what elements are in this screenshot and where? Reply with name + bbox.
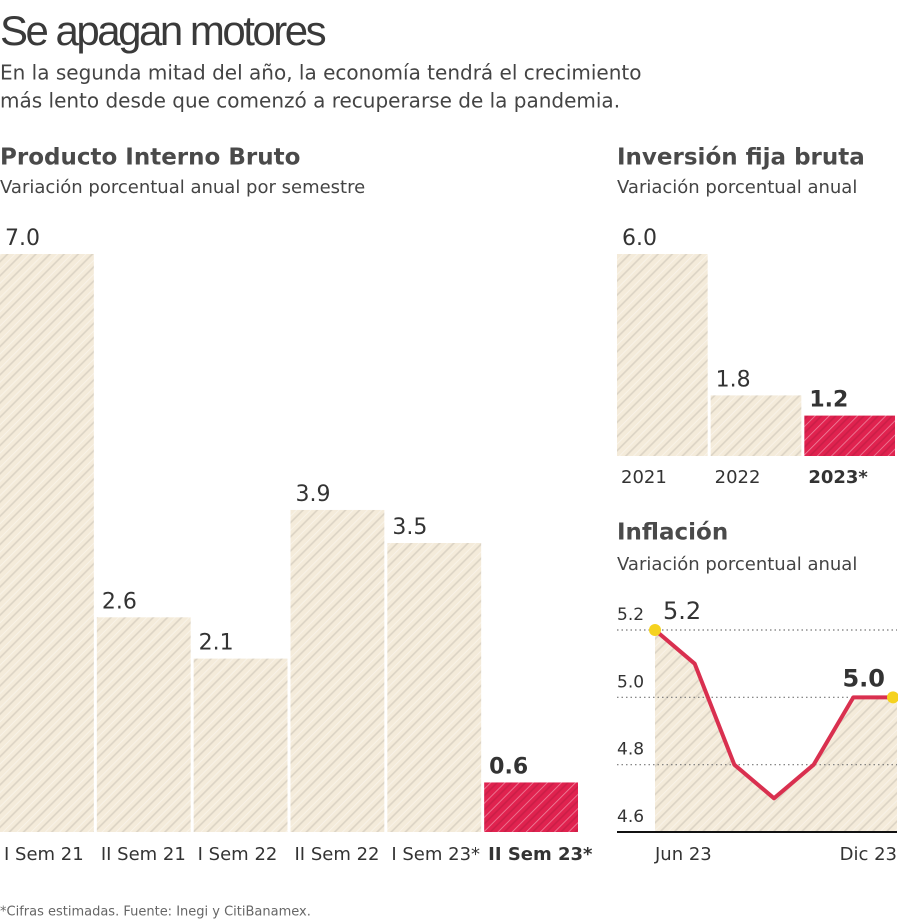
page-subtitle: En la segunda mitad del año, la economía…: [0, 61, 641, 85]
chart-title: Producto Interno Bruto: [0, 145, 300, 171]
bar: [96, 617, 191, 832]
chart-title: Inversión fija bruta: [617, 145, 865, 171]
x-tick-label: I Sem 22: [198, 844, 278, 865]
bar: [804, 415, 895, 456]
footnote: *Cifras estimadas. Fuente: Inegi y CitiB…: [0, 905, 311, 920]
page-title: Se apagan motores: [0, 7, 326, 54]
bar: [290, 509, 385, 832]
value-label: 6.0: [622, 226, 657, 251]
x-tick-label: Jun 23: [654, 844, 712, 865]
chart-title: Inflación: [617, 520, 728, 546]
point-marker: [649, 624, 661, 636]
value-label: 3.9: [296, 482, 331, 507]
y-tick-label: 4.8: [617, 740, 644, 760]
chart-subtitle: Variación porcentual anual: [617, 554, 857, 575]
point-marker: [887, 691, 898, 704]
x-tick-label: 2021: [621, 467, 667, 488]
bar: [193, 658, 288, 832]
x-tick-label: Dic 23: [840, 844, 897, 865]
value-label: 0.6: [489, 754, 528, 779]
chart-subtitle: Variación porcentual anual: [617, 177, 857, 198]
value-label: 3.5: [392, 515, 427, 540]
bar: [710, 395, 802, 456]
y-tick-label: 4.6: [617, 807, 644, 827]
area-fill: [655, 630, 897, 832]
value-label: 1.8: [716, 367, 751, 392]
value-label: 7.0: [5, 226, 40, 251]
line: [653, 628, 893, 801]
chart-subtitle: Variación porcentual anual por semestre: [0, 177, 365, 198]
x-tick-label: 2022: [715, 467, 761, 488]
value-label: 2.6: [102, 589, 137, 614]
x-tick-label: 2023*: [808, 467, 868, 488]
value-label: 5.2: [663, 597, 701, 625]
value-label: 2.1: [199, 631, 234, 656]
y-tick-label: 5.2: [617, 605, 644, 625]
y-tick-label: 5.0: [617, 672, 644, 692]
x-tick-label: II Sem 23*: [488, 844, 593, 865]
bar: [0, 254, 94, 832]
x-tick-label: I Sem 21: [4, 844, 84, 865]
value-label: 1.2: [809, 388, 848, 413]
bar: [484, 782, 578, 832]
x-tick-label: II Sem 22: [295, 844, 380, 865]
bar: [617, 254, 708, 456]
x-tick-label: I Sem 23*: [391, 844, 480, 865]
bar: [387, 543, 482, 832]
page-subtitle: más lento desde que comenzó a recuperars…: [0, 89, 620, 113]
x-tick-label: II Sem 21: [101, 844, 186, 865]
value-label: 5.0: [842, 664, 885, 692]
